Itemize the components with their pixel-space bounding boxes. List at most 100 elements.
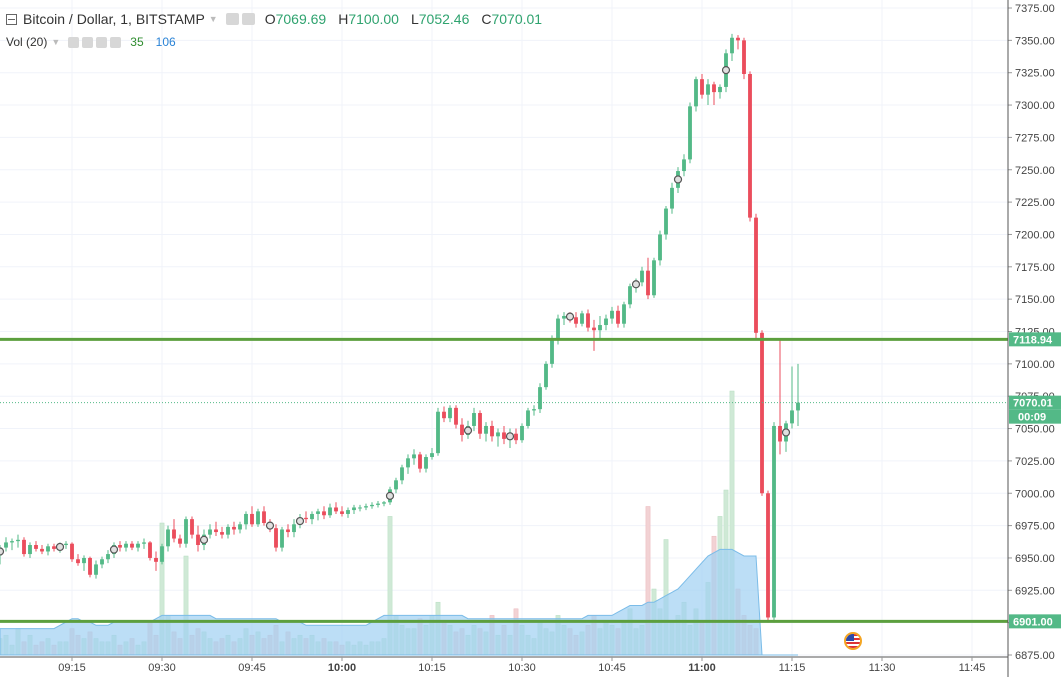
candle-body [436,411,440,454]
candle-body [280,529,284,548]
candle-body [532,409,536,411]
volume-legend: Vol (20) ▼ 35 106 [6,35,176,49]
candle-body [256,511,260,525]
time-tick-label: 11:45 [959,662,986,674]
volume-up-value: 35 [130,35,144,49]
candle-body [28,545,32,555]
countdown-tag: 00:09 [1018,412,1046,424]
candle-body [412,454,416,459]
close-value: 7070.01 [491,11,543,27]
candle-body [604,318,608,326]
candle-body [190,519,194,535]
candle-body [310,513,314,520]
high-value: 7100.00 [348,11,399,27]
candle-body [136,543,140,548]
candle-body [628,286,632,305]
candle-body [34,545,38,549]
candle-body [694,79,698,107]
time-tick-label: 10:15 [418,662,446,674]
candle-body [238,524,242,530]
symbol-title[interactable]: Bitcoin / Dollar, 1, BITSTAMP [23,11,205,27]
candle-body [244,513,248,525]
time-tick-label: 11:15 [779,662,806,674]
price-tick-label: 7000.00 [1015,488,1055,500]
high-label: H [338,11,349,27]
candle-body [454,407,458,425]
eye-icon[interactable] [68,36,80,48]
candle-body [526,410,530,426]
candle-body [646,270,650,296]
candle-body [382,502,386,504]
close-icon[interactable] [110,36,122,48]
price-tick-label: 7300.00 [1015,100,1055,112]
candle-body [226,526,230,535]
price-tick-label: 7175.00 [1015,262,1055,274]
price-tick-label: 6925.00 [1015,585,1055,597]
candle-body [130,543,134,548]
add-icon[interactable] [96,36,108,48]
candle-body [544,363,548,388]
candle-body [346,510,350,514]
candle-body [328,507,332,516]
chevron-down-icon[interactable]: ▼ [51,37,61,47]
candle-body [478,413,482,434]
candle-body [574,317,578,324]
candle-body [70,543,74,560]
candle-body [292,524,296,533]
candle-body [358,507,362,509]
candle-body [514,433,518,441]
candle-body [652,260,656,296]
candle-body [586,313,590,328]
candle-body [322,511,326,516]
trade-marker [781,428,791,437]
collapse-icon[interactable] [6,13,17,25]
candle-body [262,511,266,524]
candle-body [214,529,218,533]
time-tick-label: 09:45 [238,662,266,674]
us-flag-icon[interactable] [844,632,862,650]
candle-body [670,187,674,209]
candle-body [664,208,668,235]
candle-body [580,313,584,324]
candle-body [274,528,278,548]
volume-layer [0,390,798,656]
open-value: 7069.69 [275,11,327,27]
candle-body [736,37,740,41]
trade-marker [265,521,275,530]
level-price-tag: 6901.00 [1013,616,1053,628]
candle-body [796,402,800,411]
candle-body [304,517,308,520]
candle-body [760,332,764,494]
candle-body [742,40,746,74]
trade-marker [199,535,209,544]
candle-body [106,554,110,560]
time-tick-label: 10:45 [598,662,626,674]
price-tick-label: 7350.00 [1015,35,1055,47]
candle-body [10,541,14,543]
candle-body [700,79,704,95]
candle-body [682,159,686,172]
chevron-down-icon[interactable]: ▼ [208,14,218,24]
candle-body [430,453,434,458]
eye-icon[interactable] [225,13,239,25]
candle-body [64,543,68,546]
candle-body [370,504,374,507]
settings-icon[interactable] [82,36,94,48]
settings-icon[interactable] [241,13,255,25]
time-tick-label: 10:30 [508,662,536,674]
candle-body [706,84,710,95]
candle-body [748,73,752,218]
low-value: 7052.46 [418,11,470,27]
candle-body [232,526,236,530]
candle-body [16,539,20,542]
last-price-tag-bg [1009,395,1061,410]
candle-body [712,84,716,93]
candle-body [502,432,506,439]
price-tick-label: 6950.00 [1015,553,1055,565]
candle-body [520,425,524,441]
candle-body [448,407,452,419]
volume-label[interactable]: Vol (20) [6,35,48,49]
candle-body [406,458,410,468]
price-tick-label: 7200.00 [1015,229,1055,241]
